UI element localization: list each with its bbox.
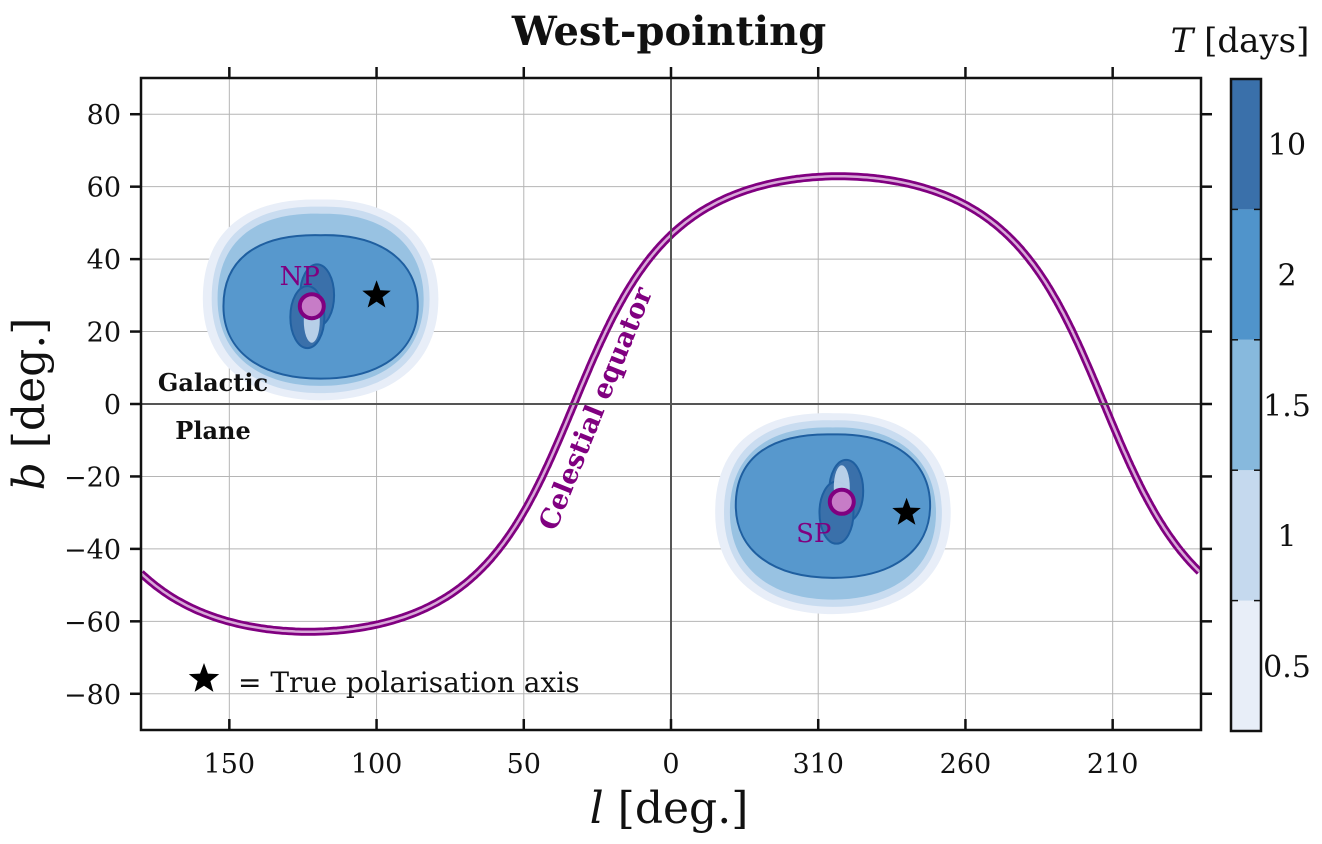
colorbar-tick-label: 1 (1277, 519, 1296, 554)
colorbar: 0.5 1 1.5 2 10 (1229, 77, 1311, 733)
x-axis-title: l [deg.] (590, 783, 749, 834)
y-tick-label: −80 (64, 680, 121, 711)
colorbar-segment (1231, 209, 1261, 340)
axis-ticks: 150 100 50 0 310 260 210 80 60 40 20 0 −20 −40 −60 −80 (64, 67, 1212, 780)
colorbar-frame (1229, 77, 1263, 733)
x-tick-label: 150 (204, 749, 256, 780)
x-tick-label: 100 (351, 749, 403, 780)
colorbar-tick-label: 1.5 (1263, 389, 1311, 424)
colorbar-tick-label: 0.5 (1263, 650, 1311, 685)
y-tick-label: −40 (64, 535, 121, 566)
star-icon (362, 280, 391, 308)
legend-label: = True polarisation axis (238, 666, 580, 699)
colorbar-label: T [days] (1171, 21, 1310, 61)
y-tick-label: −60 (64, 607, 121, 638)
x-tick-label: 310 (792, 749, 844, 780)
pole-markers: NP SP (280, 262, 921, 549)
contour-layer (141, 172, 1201, 636)
colorbar-segment (1231, 600, 1261, 731)
star-icon (892, 497, 921, 525)
chart-title: West-pointing (511, 8, 826, 55)
y-tick-label: 60 (87, 173, 121, 204)
y-tick-label: 40 (87, 245, 121, 276)
colorbar-segment (1231, 339, 1261, 471)
colorbar-segment (1231, 470, 1261, 601)
legend: = True polarisation axis (188, 663, 580, 699)
y-tick-label: 80 (87, 100, 121, 131)
pole-label: SP (796, 519, 831, 549)
galactic-plane-label-line2: Plane (175, 416, 250, 445)
pole-marker (827, 487, 856, 516)
y-axis-title: b [deg.] (4, 318, 55, 491)
celestial-equator-label: Celestial equator (533, 282, 659, 535)
star-icon (188, 663, 220, 692)
colorbar-tick-label: 2 (1277, 259, 1296, 294)
x-tick-label: 260 (940, 749, 992, 780)
galactic-plane-label-line1: Galactic (158, 368, 268, 397)
x-tick-label: 210 (1087, 749, 1139, 780)
pole-label: NP (280, 262, 320, 292)
x-tick-label: 50 (507, 749, 541, 780)
y-tick-label: 20 (87, 318, 121, 349)
x-tick-label: 0 (662, 749, 679, 780)
y-tick-label: −20 (64, 462, 121, 493)
pole-marker (297, 292, 326, 321)
y-tick-label: 0 (104, 390, 121, 421)
colorbar-segment (1231, 79, 1261, 210)
colorbar-tick-label: 10 (1268, 128, 1306, 163)
